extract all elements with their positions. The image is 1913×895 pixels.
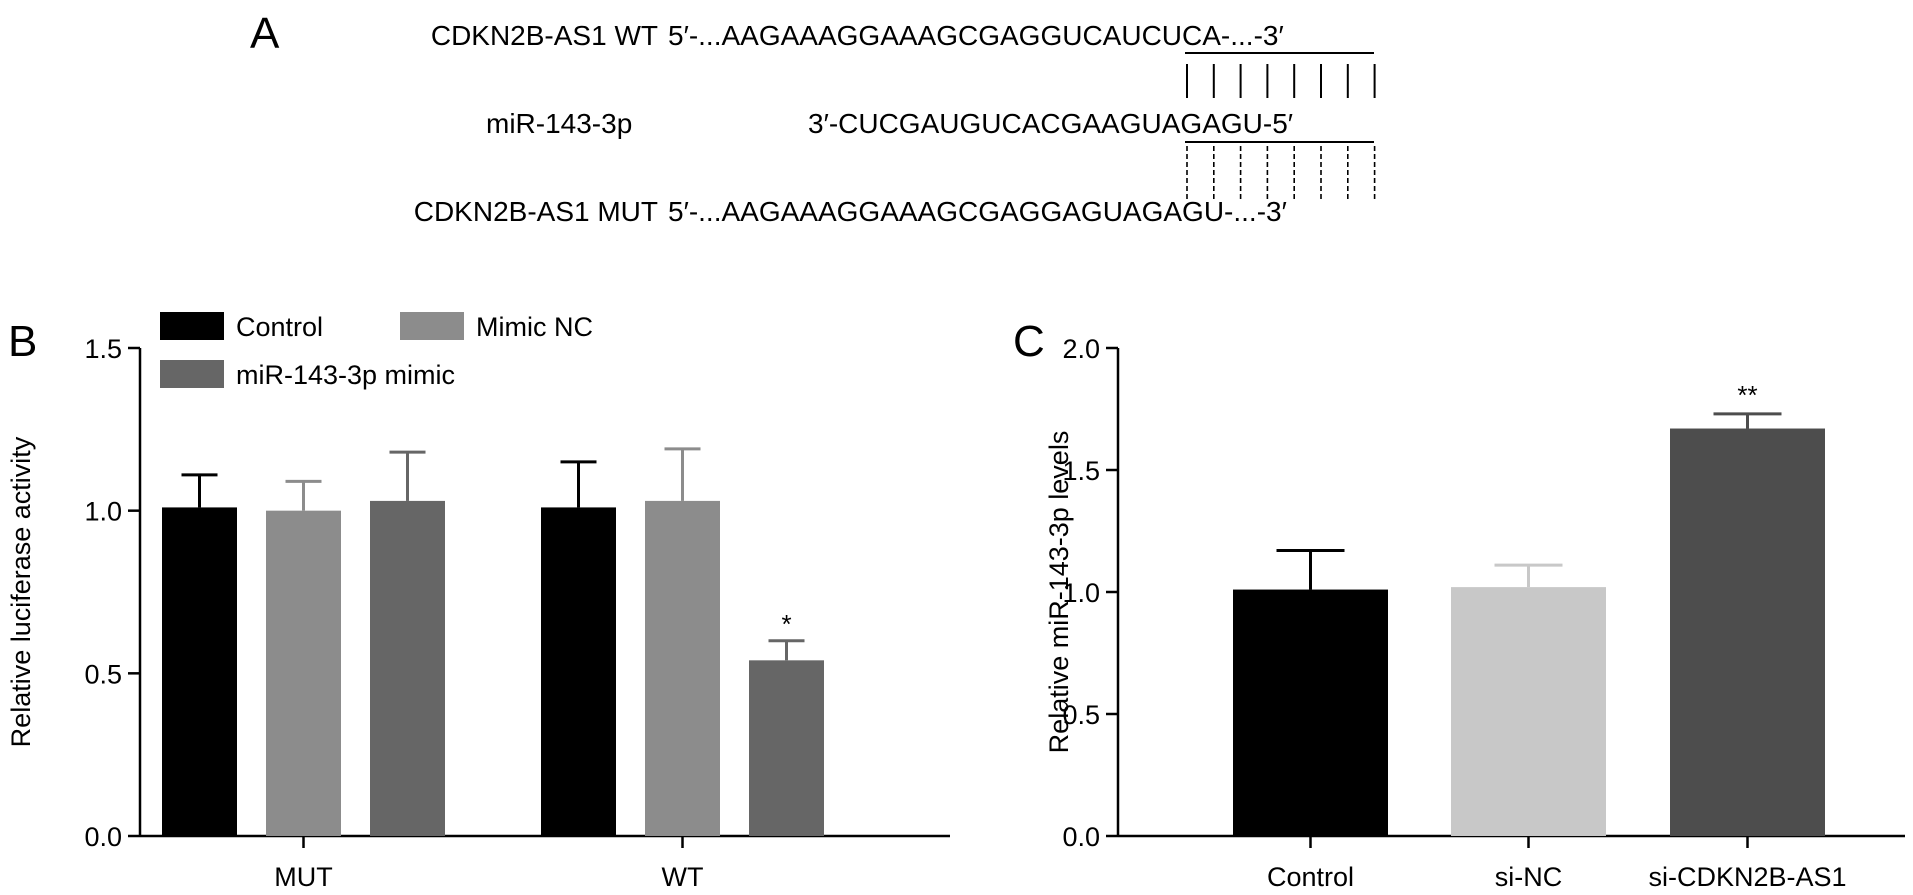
wt-sequence: 5′-...AAGAAAGGAAAGCGAGGUCAUCUCA-...-3′ — [668, 20, 1284, 51]
legend-swatch — [400, 312, 464, 340]
bar — [266, 510, 341, 836]
legend-label: Mimic NC — [476, 312, 593, 342]
bar — [645, 500, 720, 836]
y-axis-label: Relative miR-143-3p levels — [1044, 431, 1074, 754]
pairing-lines — [1185, 52, 1376, 200]
y-tick-label: 0.0 — [84, 822, 122, 852]
y-tick-label: 1.5 — [84, 334, 122, 364]
y-tick-label: 1.0 — [1062, 578, 1100, 608]
legend-swatch — [160, 312, 224, 340]
chart-b: 0.0 0.5 1.0 1.5 Relative luciferase activity… — [6, 312, 950, 892]
panel-c-letter: C — [1013, 317, 1045, 366]
bar — [1233, 589, 1388, 836]
y-tick-label: 1.0 — [84, 497, 122, 527]
legend-swatch — [160, 360, 224, 388]
x-tick-label: si-NC — [1495, 862, 1563, 892]
mut-label: CDKN2B-AS1 MUT — [413, 196, 658, 227]
y-tick-label: 2.0 — [1062, 334, 1100, 364]
significance-marker: * — [781, 609, 791, 639]
panel-a-letter: A — [250, 9, 280, 58]
bar — [370, 500, 445, 836]
bar — [541, 507, 616, 836]
y-tick-label: 0.5 — [84, 659, 122, 689]
bar — [749, 660, 824, 836]
y-tick-label: 0.5 — [1062, 700, 1100, 730]
mut-pairing-ticks — [1186, 146, 1376, 200]
mut-sequence: 5′-...AAGAAAGGAAAGCGAGGAGUAGAGU-...-3′ — [668, 196, 1287, 227]
y-tick-label: 0.0 — [1062, 822, 1100, 852]
mirna-sequence: 3′-CUCGAUGUCACGAAGUAGAGU-5′ — [808, 108, 1294, 139]
bar — [162, 507, 237, 836]
bar — [1451, 587, 1606, 836]
x-tick-label: Control — [1267, 862, 1354, 892]
panel-b-letter: B — [8, 317, 38, 366]
wt-label: CDKN2B-AS1 WT — [430, 20, 658, 51]
bar — [1670, 428, 1825, 836]
chart-c: 0.0 0.5 1.0 1.5 2.0 Relative miR-143-3p level… — [1044, 334, 1905, 892]
x-tick-label: MUT — [274, 862, 332, 892]
mirna-label: miR-143-3p — [486, 108, 633, 139]
legend-label: miR-143-3p mimic — [236, 360, 455, 390]
y-tick-label: 1.5 — [1062, 456, 1100, 486]
significance-marker: ** — [1737, 380, 1757, 410]
wt-pairing-ticks — [1186, 64, 1376, 98]
legend-label: Control — [236, 312, 323, 342]
x-tick-label: si-CDKN2B-AS1 — [1648, 862, 1846, 892]
y-axis-label: Relative luciferase activity — [6, 436, 36, 747]
x-tick-label: WT — [662, 862, 704, 892]
